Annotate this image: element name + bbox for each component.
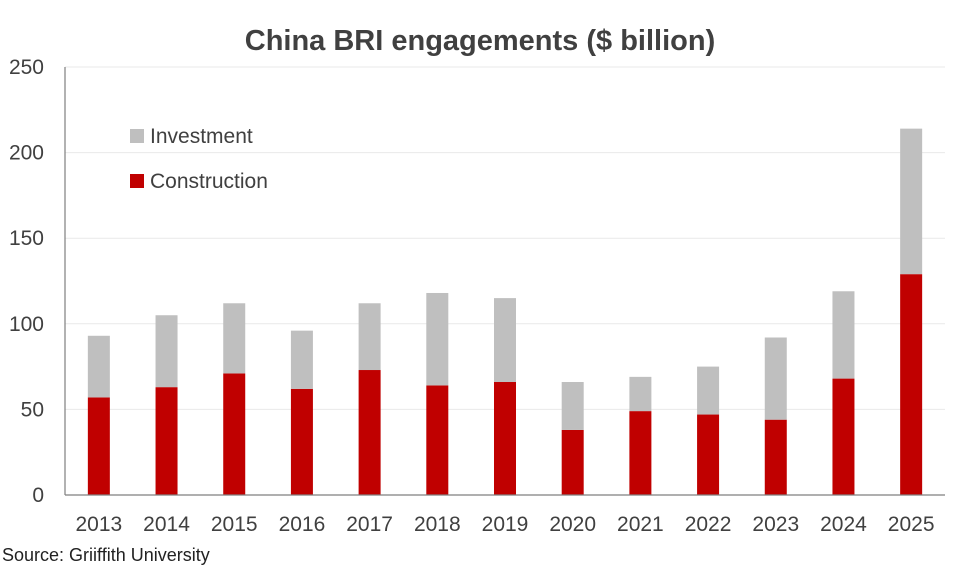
- y-tick-label: 50: [21, 398, 44, 421]
- x-tick-label: 2014: [143, 513, 190, 536]
- bar-investment-2020: [561, 382, 584, 430]
- legend: Investment Construction: [130, 125, 268, 193]
- bar-construction-2015: [223, 373, 246, 495]
- y-axis-tick-labels: 0 50 100 150 200 250: [9, 56, 44, 507]
- x-tick-label: 2020: [549, 513, 596, 536]
- legend-swatch-construction: [130, 174, 144, 188]
- y-tick-label: 200: [9, 142, 44, 165]
- bar-construction-2017: [358, 370, 381, 495]
- bar-construction-2023: [764, 419, 787, 495]
- y-tick-label: 100: [9, 313, 44, 336]
- bar-construction-2014: [155, 387, 178, 495]
- x-tick-label: 2019: [482, 513, 529, 536]
- bar-investment-2023: [764, 337, 787, 420]
- legend-label-construction: Construction: [150, 170, 268, 193]
- x-tick-label: 2021: [617, 513, 664, 536]
- bar-series: [87, 128, 923, 495]
- legend-label-investment: Investment: [150, 125, 253, 148]
- bar-construction-2025: [900, 274, 923, 495]
- bar-construction-2024: [832, 378, 855, 495]
- bar-construction-2018: [426, 385, 449, 495]
- y-tick-label: 0: [32, 484, 44, 507]
- y-tick-label: 150: [9, 227, 44, 250]
- bar-investment-2019: [494, 298, 516, 383]
- bar-construction-2013: [87, 397, 110, 495]
- x-tick-label: 2016: [279, 513, 326, 536]
- bar-investment-2016: [290, 330, 313, 389]
- bar-investment-2015: [223, 303, 246, 374]
- bar-construction-2019: [494, 382, 516, 495]
- gridlines: [65, 66, 945, 410]
- legend-swatch-investment: [130, 129, 144, 143]
- bar-investment-2025: [900, 128, 923, 275]
- x-tick-label: 2023: [752, 513, 799, 536]
- x-tick-label: 2015: [211, 513, 258, 536]
- x-tick-label: 2017: [346, 513, 393, 536]
- bar-construction-2021: [629, 411, 652, 495]
- bar-investment-2024: [832, 291, 855, 379]
- bar-construction-2022: [697, 414, 720, 495]
- bar-investment-2013: [87, 335, 110, 398]
- x-tick-label: 2022: [685, 513, 732, 536]
- x-tick-label: 2013: [75, 513, 122, 536]
- chart-title: China BRI engagements ($ billion): [245, 25, 716, 57]
- bar-construction-2016: [290, 388, 313, 495]
- bar-construction-2020: [561, 429, 584, 495]
- source-note: Source: Griiffith University: [2, 545, 210, 565]
- x-tick-label: 2024: [820, 513, 867, 536]
- bar-investment-2018: [426, 292, 449, 386]
- x-tick-label: 2018: [414, 513, 461, 536]
- x-tick-label: 2025: [888, 513, 935, 536]
- bar-investment-2017: [358, 303, 381, 371]
- bar-investment-2021: [629, 376, 652, 412]
- y-tick-label: 250: [9, 56, 44, 79]
- axes: [64, 67, 945, 496]
- bar-investment-2014: [155, 315, 178, 388]
- bar-investment-2022: [697, 366, 720, 415]
- x-axis-tick-labels: 2013 2014 2015 2016 2017 2018 2019 2020 2021 2022…: [75, 513, 934, 536]
